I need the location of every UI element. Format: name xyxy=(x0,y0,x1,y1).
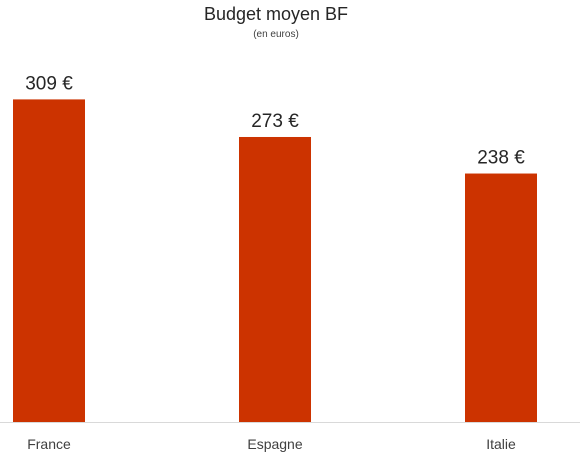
chart-title: Budget moyen BF xyxy=(203,4,349,24)
x-tick-label-italie: Italie xyxy=(486,436,516,452)
x-tick-label-france: France xyxy=(27,436,71,452)
data-label-france: 309 € xyxy=(25,73,73,94)
data-label-italie: 238 € xyxy=(477,148,525,169)
bar-italie xyxy=(465,173,537,422)
bar-france xyxy=(13,99,85,423)
x-tick-label-espagne: Espagne xyxy=(247,436,302,452)
data-label-espagne: 273 € xyxy=(251,111,299,132)
bar-espagne xyxy=(239,136,311,422)
chart-subtitle: (en euros) xyxy=(253,29,299,40)
